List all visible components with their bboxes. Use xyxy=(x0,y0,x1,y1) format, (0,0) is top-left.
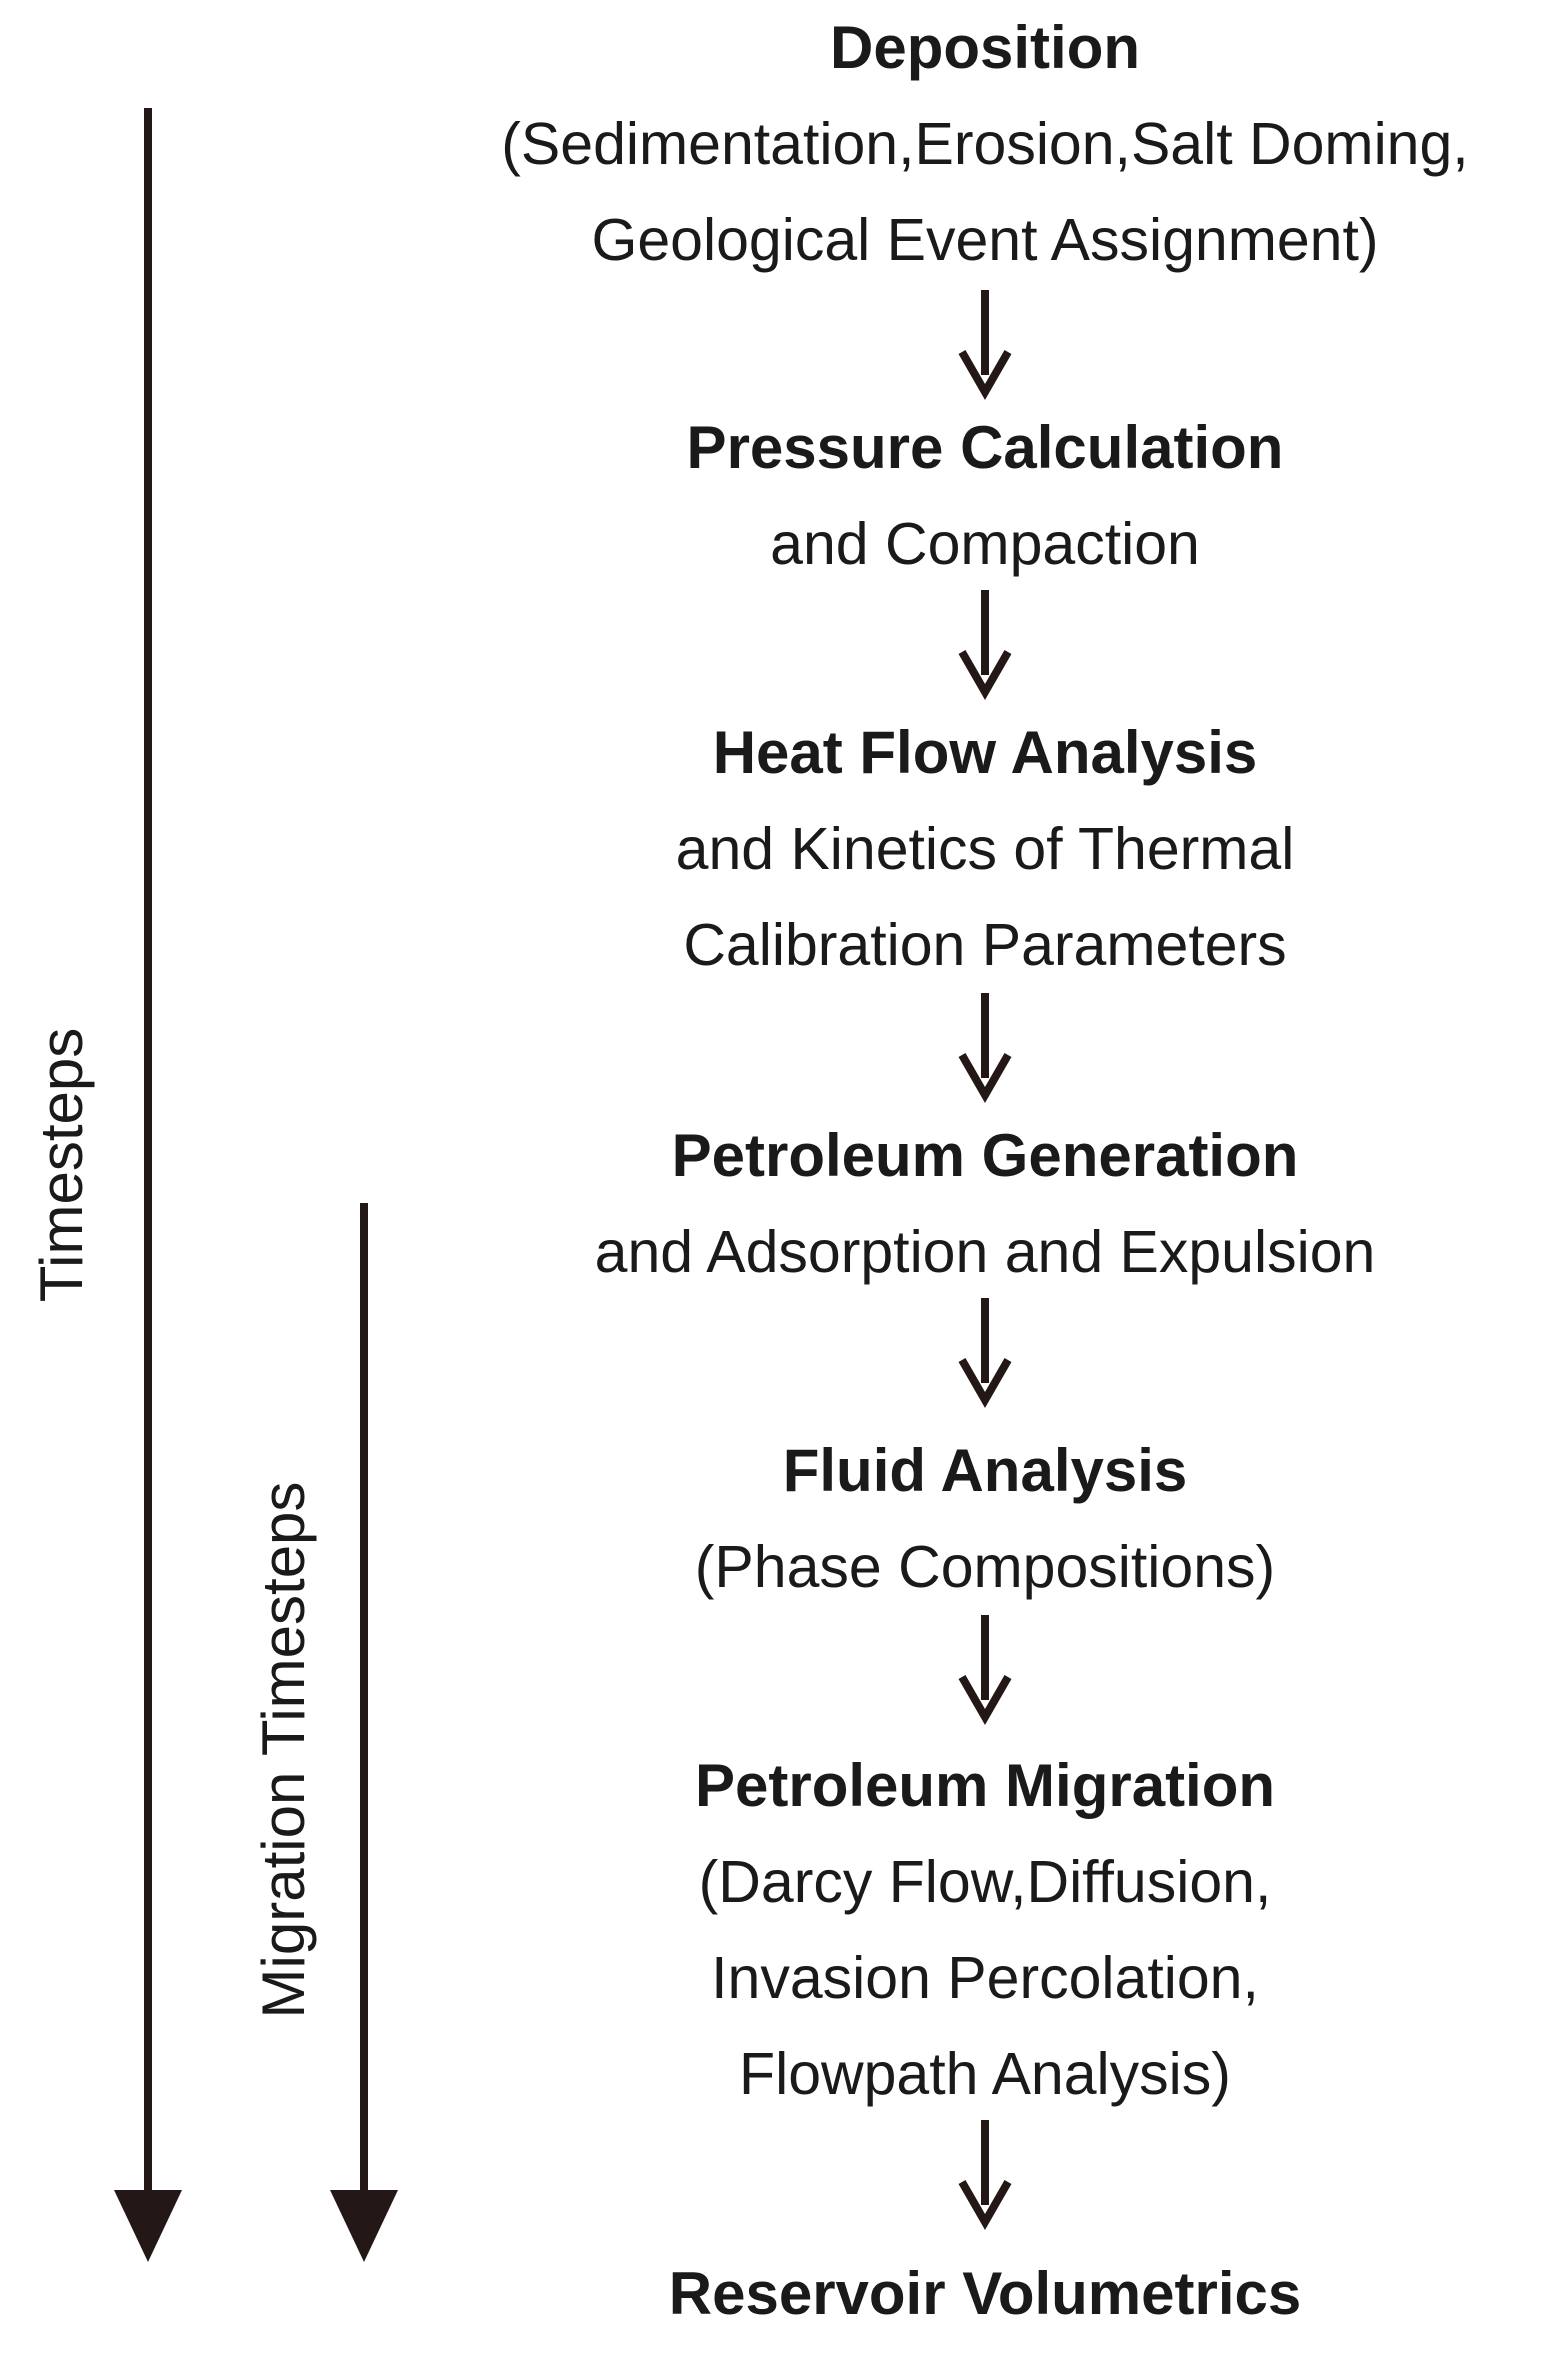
flow-arrow-2 xyxy=(958,590,1012,701)
step-detail-line: Geological Event Assignment) xyxy=(591,207,1379,273)
step-title: Pressure Calculation xyxy=(686,414,1284,481)
step-detail-line: and Compaction xyxy=(770,511,1200,577)
flow-arrow-5 xyxy=(958,1615,1012,1726)
step-detail-line: Flowpath Analysis) xyxy=(739,2041,1231,2107)
step-title: Fluid Analysis xyxy=(782,1437,1188,1504)
step-title: Heat Flow Analysis xyxy=(712,719,1258,786)
step-detail-line: (Phase Compositions) xyxy=(694,1534,1276,1600)
step-detail-line: (Darcy Flow,Diffusion, xyxy=(698,1849,1272,1915)
migration-timesteps-label: Migration Timesteps xyxy=(250,1481,317,2019)
step-detail-line: Invasion Percolation, xyxy=(711,1945,1259,2011)
step-detail-line: Calibration Parameters xyxy=(683,912,1287,978)
step-detail-line: and Kinetics of Thermal xyxy=(675,816,1295,882)
step-detail-line: (Sedimentation,Erosion,Salt Doming, xyxy=(501,111,1469,177)
step-detail-line: and Adsorption and Expulsion xyxy=(594,1219,1376,1285)
step-petroleum-generation: Petroleum Generation and Adsorption and … xyxy=(360,1108,1568,1300)
step-title: Deposition xyxy=(830,14,1140,81)
step-title: Reservoir Volumetrics xyxy=(668,2260,1302,2327)
step-pressure-calculation: Pressure Calculation and Compaction xyxy=(360,400,1568,592)
flow-arrow-3 xyxy=(958,993,1012,1104)
step-reservoir-volumetrics: Reservoir Volumetrics xyxy=(360,2246,1568,2342)
flow-arrow-6 xyxy=(958,2120,1012,2231)
step-fluid-analysis: Fluid Analysis (Phase Compositions) xyxy=(360,1423,1568,1615)
flow-arrow-1 xyxy=(958,290,1012,401)
step-title: Petroleum Migration xyxy=(694,1752,1276,1819)
step-petroleum-migration: Petroleum Migration (Darcy Flow,Diffusio… xyxy=(360,1738,1568,2122)
step-heat-flow-analysis: Heat Flow Analysis and Kinetics of Therm… xyxy=(360,705,1568,993)
flow-arrow-4 xyxy=(958,1298,1012,1409)
step-title: Petroleum Generation xyxy=(671,1122,1299,1189)
migration-timesteps-arrow-head xyxy=(330,2190,398,2262)
timesteps-label: Timesteps xyxy=(28,1027,95,1303)
timesteps-arrow-head xyxy=(114,2190,182,2262)
step-deposition: Deposition (Sedimentation,Erosion,Salt D… xyxy=(360,0,1568,288)
